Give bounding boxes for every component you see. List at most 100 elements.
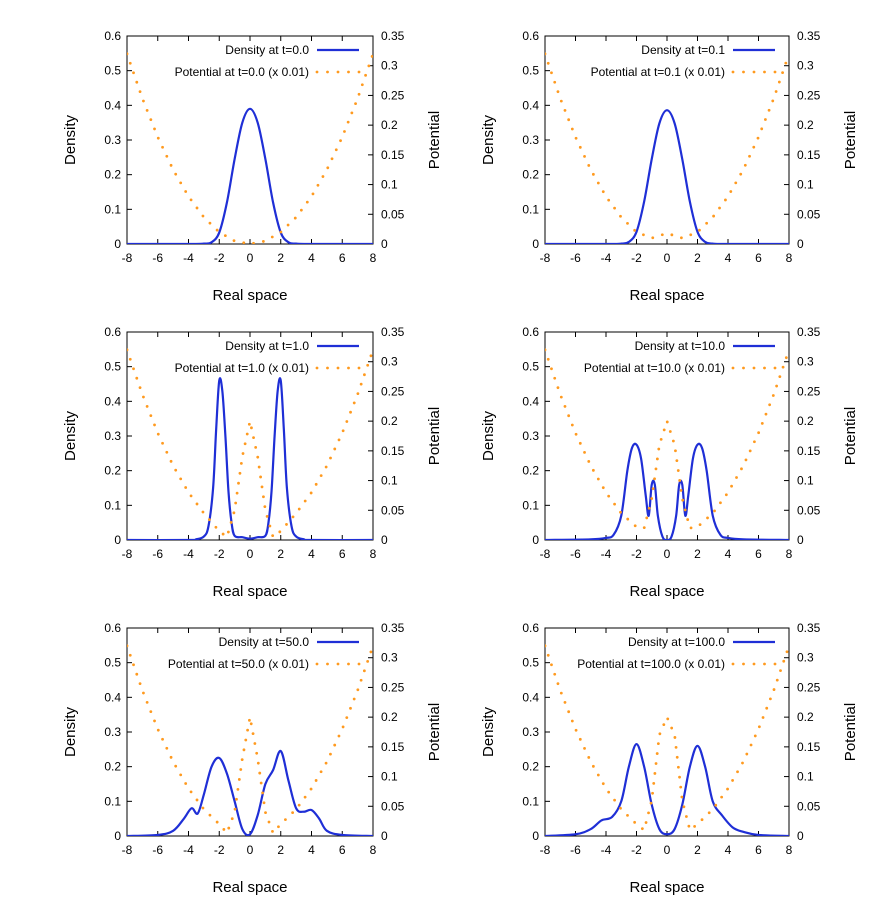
y-tick-label: 0.5 [104, 360, 121, 374]
potential-dot [153, 719, 156, 723]
y2-tick-label: 0.15 [797, 740, 821, 754]
potential-dot [676, 765, 680, 769]
potential-dot [149, 118, 153, 122]
y-tick-label: 0 [114, 237, 121, 251]
potential-dot [613, 206, 616, 210]
y-axis-label: Density [480, 114, 497, 165]
x-axis-label: Real space [629, 287, 704, 304]
legend-sample-potential [763, 70, 766, 74]
potential-dot [698, 228, 701, 232]
potential-dot [556, 90, 560, 94]
potential-dot [208, 221, 212, 225]
y2-tick-label: 0 [381, 829, 388, 843]
x-tick-label: -2 [214, 547, 225, 561]
x-tick-label: 8 [786, 547, 793, 561]
y2-tick-label: 0.25 [381, 680, 405, 694]
potential-dot [676, 469, 680, 472]
potential-dot [649, 801, 653, 805]
legend: Density at t=100.0 Potential at t=100.0 (… [577, 635, 777, 671]
y-tick-label: 0.6 [104, 621, 121, 635]
potential-dot [607, 790, 611, 794]
y2-tick-label: 0.1 [381, 770, 398, 784]
y2-tick-label: 0.35 [381, 325, 405, 339]
potential-dot [607, 494, 611, 498]
potential-dot [232, 511, 236, 515]
potential-dot [574, 432, 578, 436]
x-tick-label: -8 [540, 251, 551, 265]
potential-dot [601, 486, 605, 490]
potential-dot [345, 716, 349, 720]
potential-dot [642, 526, 646, 530]
y2-tick-label: 0.2 [381, 710, 398, 724]
density-line [545, 743, 789, 836]
potential-dot [546, 357, 550, 361]
potential-dot [286, 223, 290, 227]
legend-sample-potential [731, 662, 735, 666]
potential-dot [314, 779, 318, 782]
potential-dot [250, 426, 253, 430]
y-tick-label: 0.5 [522, 360, 539, 374]
y-tick-label: 0.1 [104, 498, 121, 512]
potential-dot [142, 691, 145, 695]
potential-dot [237, 481, 240, 485]
potential-dot [678, 775, 681, 779]
potential-dot [689, 526, 693, 530]
y2-tick-label: 0.2 [381, 118, 398, 132]
x-tick-label: -4 [601, 843, 612, 857]
legend-sample-potential [347, 366, 350, 370]
potential-dot [653, 772, 657, 775]
potential-dot [169, 163, 173, 167]
potential-dot [201, 510, 205, 514]
potential-dot [619, 214, 622, 218]
chart-panel-3: -8 -6 -4 -2 0 2 4 6 800.10.20.30.40.50.600.050.1… [62, 325, 443, 600]
x-tick-label: 8 [786, 843, 793, 857]
potential-dot [729, 190, 733, 193]
potential-dot [127, 52, 129, 56]
y-tick-label: 0.5 [104, 656, 121, 670]
y-tick-label: 0 [114, 533, 121, 547]
potential-dot [364, 73, 367, 77]
potential-dot [731, 779, 734, 782]
potential-dot [781, 365, 785, 369]
potential-dot [156, 728, 160, 732]
potential-dot [764, 118, 767, 121]
y-axis-label: Density [62, 410, 79, 461]
y2-tick-label: 0.1 [797, 770, 814, 784]
potential-dot [651, 791, 654, 795]
x-tick-label: 4 [725, 251, 732, 265]
potential-dot [698, 523, 702, 527]
potential-dot [265, 514, 269, 518]
potential-series [545, 52, 788, 240]
potential-dot [655, 457, 659, 461]
potential-dot [324, 761, 328, 765]
legend-sample-potential [742, 366, 745, 370]
potential-dot [291, 811, 295, 815]
potential-dot [189, 790, 193, 794]
potential-dot [370, 55, 373, 58]
potential-dot [556, 386, 560, 390]
potential-dot [546, 653, 550, 657]
potential-dot [207, 518, 211, 522]
potential-dot [713, 509, 716, 513]
potential-dot [613, 502, 616, 506]
y-tick-label: 0.4 [522, 394, 539, 408]
x-tick-label: 2 [694, 251, 701, 265]
potential-dot [748, 154, 751, 158]
y-tick-label: 0.3 [104, 725, 121, 739]
potential-dot [262, 801, 266, 805]
potential-dot [132, 367, 135, 371]
potential-dot [356, 688, 360, 692]
potential-dot [329, 456, 332, 460]
potential-dot [138, 90, 142, 94]
potential-dot [235, 797, 238, 801]
x-axis-label: Real space [629, 583, 704, 600]
legend-sample-potential [326, 366, 329, 370]
potential-dot [686, 518, 690, 521]
y-tick-label: 0.3 [104, 429, 121, 443]
potential-dot [642, 233, 645, 237]
potential-dot [246, 728, 249, 732]
x-tick-label: -6 [152, 843, 163, 857]
potential-dot [243, 442, 247, 446]
potential-dot [360, 83, 364, 87]
x-axis-label: Real space [212, 287, 287, 304]
